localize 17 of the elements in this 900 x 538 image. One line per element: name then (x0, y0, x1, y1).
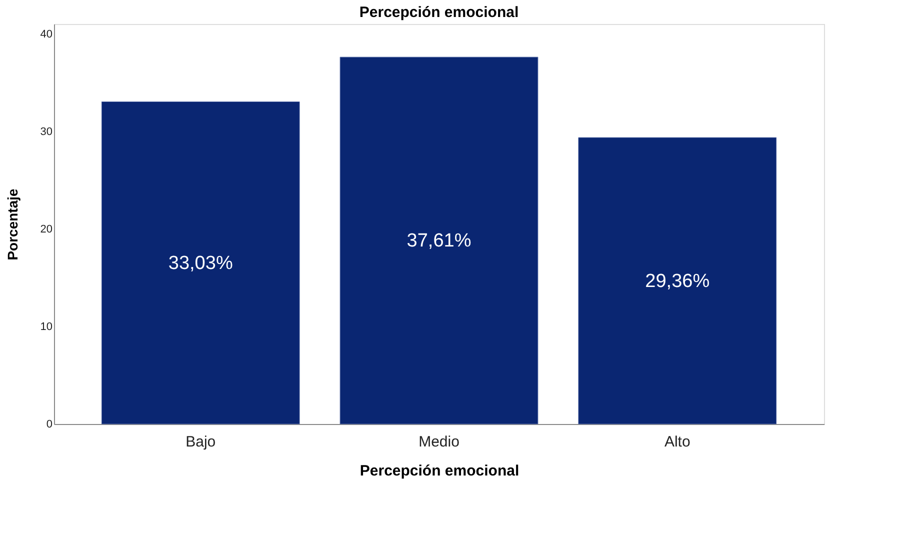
y-tick-label: 30 (40, 126, 52, 138)
x-tick-label: Bajo (186, 434, 216, 450)
data-label: 33,03% (168, 252, 233, 274)
x-tick-label: Alto (664, 434, 690, 450)
y-tick-label: 10 (40, 320, 52, 333)
y-tick-label: 20 (40, 223, 52, 236)
y-axis-title: Porcentaje (4, 188, 20, 260)
data-label: 37,61% (406, 230, 472, 252)
bar (578, 137, 777, 424)
data-label: 29,36% (645, 270, 710, 292)
chart-title: Percepción emocional (359, 4, 519, 21)
x-axis-title: Percepción emocional (360, 462, 520, 480)
x-tick-label: Medio (418, 434, 460, 450)
bar (340, 56, 538, 424)
y-tick-label: 40 (40, 28, 52, 40)
bar (101, 102, 300, 424)
y-tick-label: 0 (46, 418, 52, 430)
